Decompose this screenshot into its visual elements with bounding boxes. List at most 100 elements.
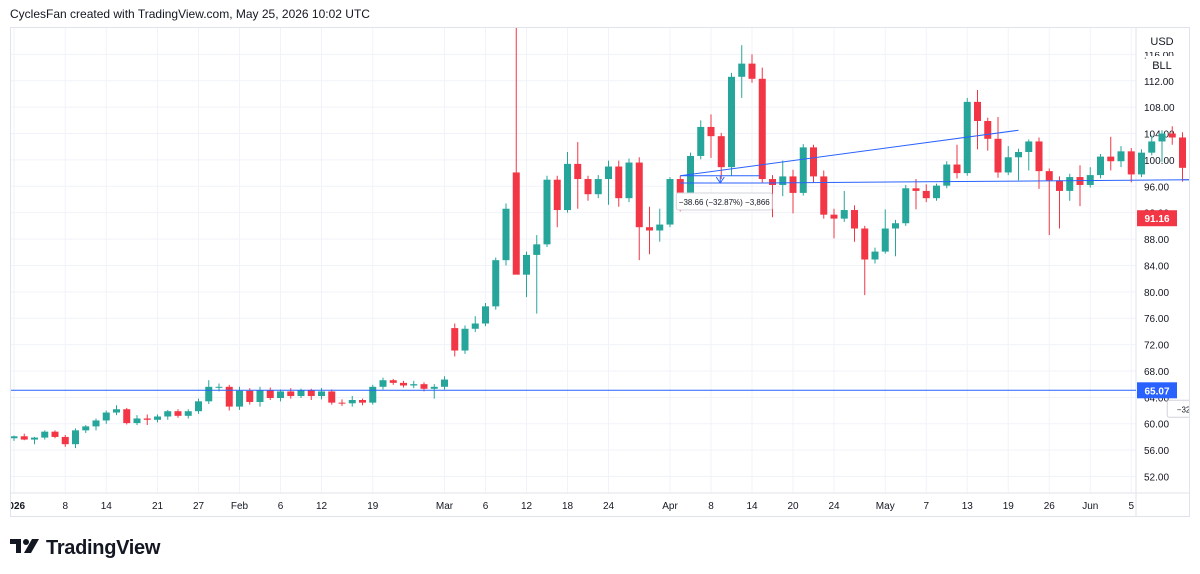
candle-body: [451, 328, 459, 351]
candle-body: [164, 411, 172, 417]
y-tick-label: 64.00: [1144, 393, 1169, 404]
candle-body: [830, 214, 838, 219]
candle-body: [379, 380, 387, 387]
candle-body: [523, 254, 530, 275]
y-tick-label: 96.00: [1144, 182, 1169, 193]
x-tick-label: 14: [101, 501, 113, 512]
x-tick-label: 26: [1044, 501, 1056, 512]
candle-body: [902, 188, 910, 224]
candle-body: [574, 163, 582, 180]
measure-label-1: −38.66 (−32.87%) −3,866: [675, 192, 773, 211]
x-tick-label: 7: [923, 501, 929, 512]
x-tick-label: 27: [193, 501, 205, 512]
candle-body: [205, 386, 213, 402]
candle-body: [502, 208, 510, 261]
candle-body: [820, 176, 828, 215]
candle-body: [738, 63, 746, 77]
candle-body: [1015, 152, 1022, 158]
candle-body: [1148, 141, 1156, 153]
candle-body: [953, 164, 961, 174]
measure-label-text: −32.00 (−32.99%) −3,200: [1177, 405, 1189, 414]
measure-label-text: −38.66 (−32.87%) −3,866: [679, 198, 771, 207]
x-tick-label: Jun: [1082, 501, 1098, 512]
candle-body: [758, 78, 766, 180]
x-tick-label: 12: [316, 501, 328, 512]
y-tick-label: 112.00: [1144, 77, 1174, 88]
candle-body: [400, 382, 407, 386]
candle-body: [810, 147, 817, 177]
candle-body: [564, 163, 571, 211]
candle-body: [635, 162, 643, 228]
x-tick-label: 18: [562, 501, 574, 512]
candle-body: [717, 136, 725, 168]
candle-body: [892, 223, 899, 229]
candle-body: [133, 418, 141, 424]
y-tick-label: 100.00: [1144, 156, 1175, 167]
x-tick-label: 24: [828, 501, 840, 512]
x-tick-label: 2026: [11, 501, 26, 512]
chart-frame[interactable]: 52.00 56.00 60.00 64.00 68.00 72.00 76.00 80.00…: [10, 27, 1190, 517]
candle-body: [41, 431, 49, 438]
candle-body: [799, 147, 807, 193]
price-tag-box: [1137, 210, 1177, 227]
y-tick-label: 88.00: [1144, 235, 1169, 246]
brand-logo[interactable]: TradingView: [10, 536, 160, 561]
y-tick-label: 68.00: [1144, 367, 1169, 378]
x-tick-label: 24: [603, 501, 615, 512]
price-chart[interactable]: 52.00 56.00 60.00 64.00 68.00 72.00 76.00 80.00…: [11, 28, 1189, 516]
x-tick-label: 8: [708, 501, 714, 512]
candle-body: [143, 418, 151, 420]
price-tag-box: [1137, 382, 1177, 399]
triangle-upper-trendline: [680, 129, 1019, 177]
candle-body: [113, 409, 120, 413]
candle-body: [748, 63, 756, 79]
scale-unit-button[interactable]: BLL: [1146, 56, 1178, 76]
x-tick-label: 6: [483, 501, 489, 512]
candle-body: [533, 244, 541, 255]
candle-body: [123, 409, 131, 424]
candle-body: [20, 436, 28, 440]
y-tick-label: 52.00: [1144, 473, 1169, 484]
y-tick-label: 60.00: [1144, 420, 1169, 431]
candle-body: [769, 179, 776, 185]
brand-name: TradingView: [46, 537, 161, 559]
candle-body: [779, 176, 787, 185]
candle-body: [297, 390, 305, 397]
candle-body: [195, 401, 202, 412]
x-tick-label: 12: [521, 501, 533, 512]
candle-body: [840, 210, 848, 219]
candle-body: [338, 402, 346, 404]
candle-body: [922, 190, 930, 199]
candle-body: [92, 420, 100, 427]
candle-body: [277, 391, 284, 399]
candle-body: [543, 179, 551, 245]
candle-body: [1004, 157, 1012, 173]
x-tick-label: 5: [1128, 501, 1134, 512]
candle-body: [1127, 151, 1135, 175]
candle-body: [369, 386, 377, 403]
x-tick-label: Apr: [662, 501, 678, 512]
candle-body: [594, 179, 602, 195]
candle-body: [482, 306, 489, 324]
candle-body: [348, 400, 356, 404]
candle-body: [1086, 175, 1094, 185]
horizontal-line-price-tag: 65.07: [1137, 382, 1177, 399]
candle-body: [72, 430, 79, 445]
candle-body: [605, 166, 612, 180]
candle-body: [974, 101, 981, 121]
candle-body: [851, 210, 858, 229]
x-tick-label: Feb: [231, 501, 249, 512]
tradingview-logo-icon: [10, 536, 40, 561]
candle-body: [225, 386, 233, 407]
candle-body: [471, 323, 479, 329]
candle-body: [656, 224, 664, 231]
price-tag-text: 65.07: [1144, 386, 1169, 397]
candle-body: [82, 426, 90, 431]
candle-body: [184, 411, 192, 416]
candle-body: [1045, 171, 1053, 181]
candle-body: [318, 391, 325, 397]
currency-unit-button[interactable]: USD: [1146, 32, 1178, 52]
candle-body: [1035, 141, 1043, 172]
candle-body: [328, 391, 336, 403]
x-tick-label: May: [876, 501, 895, 512]
